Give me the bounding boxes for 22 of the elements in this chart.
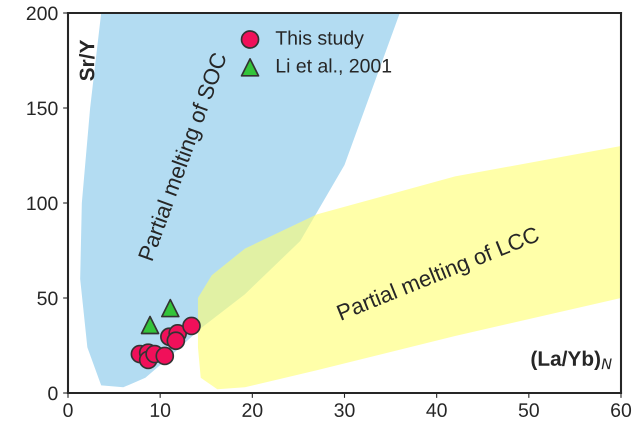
x-axis-title: (La/Yb)$_{N}$ — [531, 350, 612, 370]
y-tick-label: 100 — [27, 196, 58, 210]
point — [182, 316, 201, 336]
y-tick-label: 150 — [27, 101, 58, 116]
legend-label: Li et al., 2001 — [276, 58, 392, 75]
x-tick-label: 0 — [63, 403, 73, 418]
x-tick-label: 30 — [334, 403, 355, 418]
x-tick-label: 20 — [242, 403, 262, 418]
x-tick-label: 60 — [611, 403, 632, 418]
x-tick-label: 50 — [518, 403, 539, 418]
x-tick-label: 40 — [426, 403, 447, 418]
point — [140, 316, 160, 334]
y-tick-label: 50 — [37, 291, 58, 306]
annotation: Partial melting of LCC — [336, 225, 542, 325]
legend-label: This study — [276, 30, 364, 49]
y-tick-label: 200 — [26, 6, 58, 20]
y-tick-label: 0 — [48, 386, 58, 400]
point — [166, 331, 186, 350]
x-tick-label: 10 — [150, 403, 170, 418]
y-axis-title: Sr/Y — [79, 40, 95, 81]
point — [160, 298, 180, 318]
point — [155, 346, 174, 366]
